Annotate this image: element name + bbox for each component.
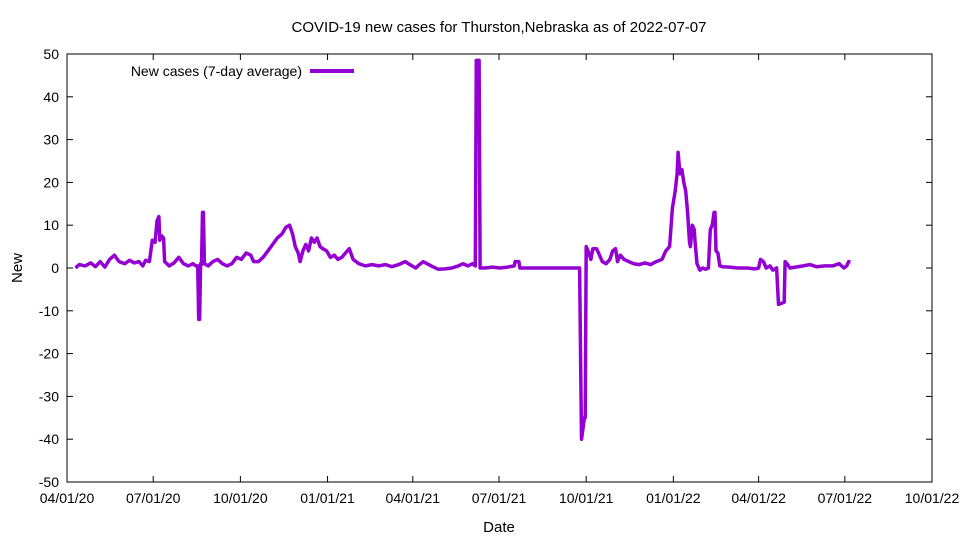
x-axis-label: Date xyxy=(483,519,515,536)
y-tick-label: 20 xyxy=(43,174,59,190)
y-tick-label: 50 xyxy=(43,46,59,62)
series-layer xyxy=(74,58,851,441)
x-tick-label: 04/01/20 xyxy=(40,490,95,506)
x-tick-label: 01/01/22 xyxy=(646,490,701,506)
x-axis-ticks: 04/01/20 07/01/20 10/01/20 01/01/21 04/01/21… xyxy=(40,54,960,506)
y-tick-label: 40 xyxy=(43,89,59,105)
y-axis-label: New xyxy=(9,253,26,283)
x-tick-label: 04/01/21 xyxy=(386,490,441,506)
x-tick-label: 10/01/20 xyxy=(213,490,268,506)
y-tick-label: -20 xyxy=(39,346,59,362)
x-tick-label: 10/01/21 xyxy=(559,490,614,506)
x-tick-label: 07/01/20 xyxy=(126,490,181,506)
y-tick-label: -50 xyxy=(39,474,59,490)
legend-label: New cases (7-day average) xyxy=(131,63,302,79)
y-tick-label: 10 xyxy=(43,217,59,233)
series-line xyxy=(74,58,851,441)
legend: New cases (7-day average) xyxy=(131,63,354,79)
x-tick-label: 04/01/22 xyxy=(731,490,786,506)
x-tick-label: 07/01/22 xyxy=(818,490,873,506)
y-axis-ticks: -50 -40 -30 -20 -10 0 10 20 30 40 50 xyxy=(39,46,932,490)
y-tick-label: 0 xyxy=(51,260,59,276)
y-tick-label: 30 xyxy=(43,132,59,148)
chart-title: COVID-19 new cases for Thurston,Nebraska… xyxy=(292,19,707,36)
y-tick-label: -30 xyxy=(39,388,59,404)
x-tick-label: 10/01/22 xyxy=(905,490,960,506)
y-tick-label: -40 xyxy=(39,431,59,447)
y-tick-label: -10 xyxy=(39,303,59,319)
x-tick-label: 07/01/21 xyxy=(472,490,527,506)
x-tick-label: 01/01/21 xyxy=(300,490,355,506)
